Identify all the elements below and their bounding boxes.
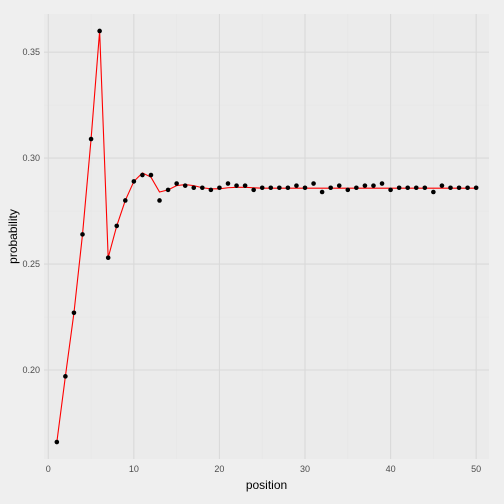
data-point xyxy=(225,181,231,186)
x-tick-label: 10 xyxy=(129,464,139,474)
data-point xyxy=(336,183,342,188)
y-tick-label: 0.25 xyxy=(22,259,40,269)
data-point xyxy=(80,232,85,237)
data-point xyxy=(251,187,256,193)
data-point xyxy=(277,185,282,191)
data-point xyxy=(191,185,197,191)
data-point xyxy=(88,136,94,142)
data-point xyxy=(362,183,368,188)
data-point xyxy=(71,310,77,316)
data-point xyxy=(242,183,248,188)
data-points xyxy=(54,28,479,445)
data-point xyxy=(448,185,453,191)
x-tick-label: 30 xyxy=(300,464,310,474)
x-axis-title: position xyxy=(246,478,287,492)
data-point xyxy=(431,189,436,195)
data-point xyxy=(354,185,359,191)
data-point xyxy=(311,181,316,186)
data-point xyxy=(165,187,171,193)
data-point xyxy=(302,185,308,191)
data-point xyxy=(285,185,291,191)
data-point xyxy=(456,185,462,191)
x-tick-label: 50 xyxy=(471,464,481,474)
data-point xyxy=(328,185,333,191)
data-point xyxy=(473,185,479,191)
data-point xyxy=(208,187,214,193)
data-point xyxy=(217,185,222,191)
tick-labels: 0 10 20 30 40 50 0.20 0.25 0.30 0.35 xyxy=(22,47,481,474)
data-point xyxy=(140,172,145,178)
data-point xyxy=(413,185,419,191)
data-point xyxy=(97,28,102,34)
data-point xyxy=(259,185,265,191)
data-point xyxy=(157,198,162,203)
data-point xyxy=(268,185,274,191)
data-point xyxy=(182,183,188,188)
data-point xyxy=(122,198,128,203)
data-point xyxy=(396,185,402,191)
data-point xyxy=(371,183,376,188)
x-tick-label: 40 xyxy=(386,464,396,474)
data-point xyxy=(54,439,60,445)
data-point xyxy=(148,172,154,178)
plot-panel xyxy=(44,14,489,459)
x-tick-label: 0 xyxy=(46,464,51,474)
data-point xyxy=(234,183,239,188)
y-tick-label: 0.35 xyxy=(22,47,40,57)
data-point xyxy=(63,374,68,379)
y-tick-label: 0.20 xyxy=(22,365,40,375)
gridlines xyxy=(44,14,489,459)
y-tick-label: 0.30 xyxy=(22,153,40,163)
data-point xyxy=(345,187,351,193)
data-point xyxy=(439,183,445,188)
data-point xyxy=(379,181,385,186)
y-axis-title: probability xyxy=(6,209,20,264)
data-point xyxy=(465,185,470,191)
x-tick-label: 20 xyxy=(214,464,224,474)
data-point xyxy=(200,185,205,191)
data-point xyxy=(294,183,299,188)
data-point xyxy=(422,185,428,191)
data-point xyxy=(319,189,325,195)
data-point xyxy=(405,185,411,191)
data-point xyxy=(114,223,120,229)
data-point xyxy=(388,187,393,193)
data-point xyxy=(131,179,137,184)
data-point xyxy=(105,255,111,260)
data-point xyxy=(174,181,179,186)
